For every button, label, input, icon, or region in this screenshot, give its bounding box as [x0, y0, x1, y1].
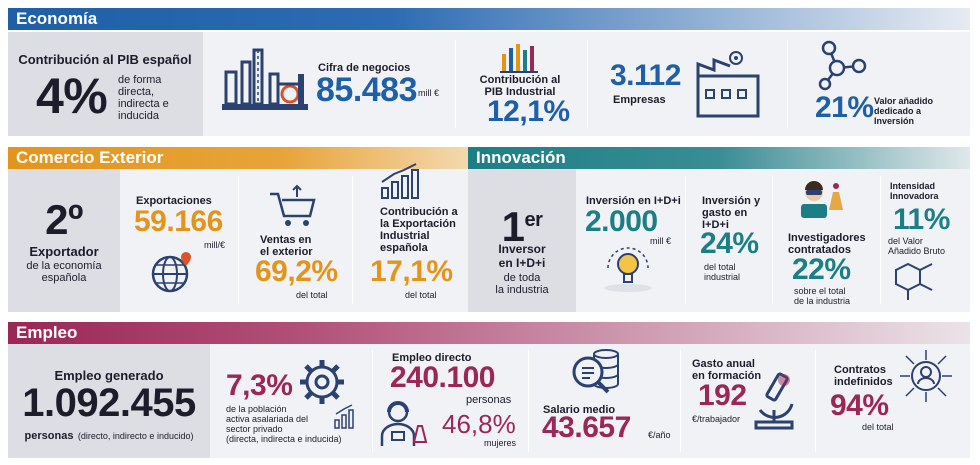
contrib-exportacion-value: 17,1% [370, 255, 453, 288]
salario-medio-value: 43.657 [542, 411, 631, 444]
exportaciones-unit: mill/€ [204, 240, 226, 250]
exportaciones-label: Exportaciones [136, 195, 212, 207]
refinery-icon [222, 48, 308, 110]
comercio-rank-label: Exportador [29, 244, 99, 259]
innovacion-rank-label: Inversor en I+D+i [498, 242, 546, 270]
comercio-rank-desc: de la economía española [26, 260, 102, 284]
inversion-idi-unit: mill € [650, 236, 672, 246]
economia-header: Economía [8, 8, 970, 30]
globe-icon [151, 252, 191, 293]
inversion-idi-label: Inversión en I+D+i [586, 195, 681, 207]
people-network-icon [900, 350, 952, 402]
lightbulb-icon [604, 247, 652, 292]
worker-icon [380, 401, 428, 446]
inversion-gasto-unit: del total industrial [704, 262, 741, 282]
comercio-left-panel [8, 169, 120, 312]
innovacion-left-panel [468, 169, 576, 312]
gear-icon [300, 360, 344, 404]
contratos-value: 94% [830, 389, 889, 422]
cifra-negocios-label: Cifra de negocios [318, 62, 411, 74]
investigadores-value: 22% [792, 253, 851, 286]
empresas-value: 3.112 [610, 59, 681, 92]
factory-icon [696, 51, 760, 118]
database-icon [572, 349, 619, 394]
mini-chart-icon [334, 404, 354, 429]
empleo-directo-value: 240.100 [390, 361, 495, 394]
comercio-header: Comercio Exterior [8, 147, 468, 169]
empleo-privado-value: 7,3% [226, 369, 293, 402]
comercio-title: Comercio Exterior [16, 148, 164, 167]
comercio-rank-value: 2º [45, 196, 83, 243]
contrib-exportacion-unit: del total [405, 290, 437, 300]
pib-contrib-value: 4% [36, 68, 108, 124]
contratos-label: Contratos indefinidos [834, 364, 893, 388]
mujeres-value: 46,8% [442, 409, 516, 439]
formacion-unit: €/trabajador [692, 414, 741, 424]
cifra-negocios-value: 85.483 [316, 71, 418, 109]
molecule-icon [818, 40, 867, 91]
empleo-generado-label: Empleo generado [54, 368, 164, 383]
empleo-header: Empleo [8, 322, 970, 344]
empleo-title: Empleo [16, 323, 78, 342]
empleo-directo-unit: personas [466, 394, 512, 406]
cifra-negocios-unit: mill € [418, 88, 440, 98]
growth-chart-icon [381, 163, 419, 199]
inversion-idi-value: 2.000 [585, 205, 658, 238]
empleo-generado-value: 1.092.455 [22, 381, 196, 425]
innovacion-title: Innovación [476, 148, 566, 167]
intensidad-label: Intensidad Innovadora [890, 181, 939, 201]
intensidad-value: 11% [893, 203, 950, 236]
inversion-gasto-label: Inversión y gasto en I+D+i [702, 195, 761, 231]
cart-icon [270, 184, 316, 226]
pib-industrial-value: 12,1% [487, 95, 570, 128]
empleo-directo-label: Empleo directo [392, 352, 472, 364]
investigadores-label: Investigadores contratados [788, 232, 866, 256]
empleo-privado-desc: de la población activa asalariada del se… [226, 404, 342, 444]
salario-medio-unit: €/año [648, 430, 671, 440]
exportaciones-value: 59.166 [134, 205, 223, 238]
mujeres-unit: mujeres [484, 438, 517, 448]
ventas-exterior-label: Ventas en el exterior [260, 234, 313, 258]
valor-anadido-label: Valor añadido dedicado a Inversión [874, 96, 934, 126]
innovacion-header: Innovación [468, 147, 970, 169]
ventas-exterior-value: 69,2% [255, 255, 338, 288]
empleo-generado-unit: personas (directo, indirecto e inducido) [24, 430, 194, 442]
economia-title: Economía [16, 9, 98, 28]
innovacion-rank-value: 1er [501, 203, 543, 250]
valor-anadido-value: 21% [815, 91, 874, 124]
investigadores-unit: sobre el total de la industria [794, 286, 851, 306]
empresas-label: Empresas [613, 94, 666, 106]
pib-contrib-label: Contribución al PIB español [18, 52, 192, 67]
hexagon-molecule-icon [895, 262, 933, 300]
economia-right-panel [203, 32, 970, 136]
innovacion-rank-desc: de toda la industria [495, 272, 549, 296]
inversion-gasto-value: 24% [700, 227, 759, 260]
empleo-left-panel [8, 344, 210, 458]
economia-left-panel [8, 32, 203, 136]
bar-chart-icon [500, 44, 538, 73]
pib-industrial-label: Contribución al PIB Industrial [479, 74, 561, 98]
formacion-label: Gasto anual en formación [692, 358, 762, 382]
intensidad-unit: del Valor Añadido Bruto [888, 236, 946, 256]
contrib-exportacion-label: Contribución a la Exportación Industrial… [380, 206, 458, 254]
pib-contrib-desc: de forma directa, indirecta e inducida [118, 74, 169, 122]
ventas-exterior-unit: del total [296, 290, 328, 300]
salario-medio-label: Salario medio [543, 404, 616, 416]
microscope-icon [754, 372, 794, 430]
formacion-value: 192 [698, 379, 747, 412]
contratos-unit: del total [862, 422, 894, 432]
scientist-icon [801, 181, 843, 218]
